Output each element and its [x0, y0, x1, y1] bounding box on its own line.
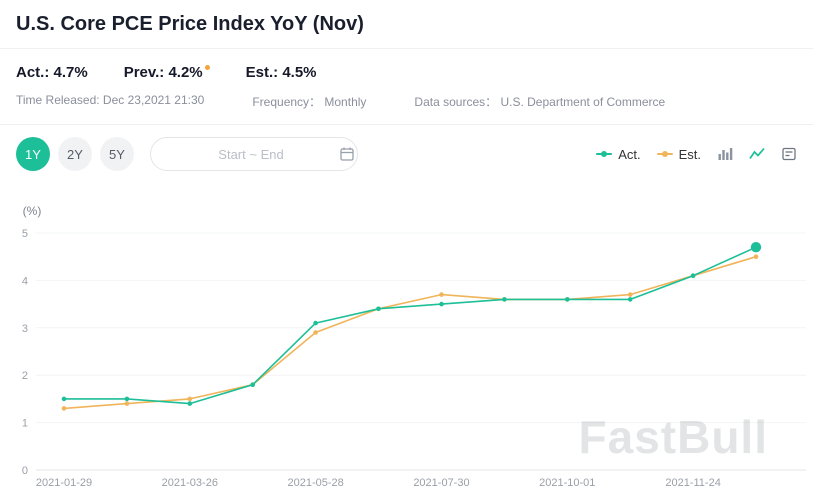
date-range-input[interactable] — [163, 146, 339, 162]
svg-text:2: 2 — [22, 370, 28, 382]
legend-marker-est — [656, 151, 673, 157]
meta-row: Time Released: Dec 23,2021 21:30 Frequen… — [0, 86, 813, 125]
line-chart-icon[interactable] — [749, 146, 765, 162]
calendar-icon[interactable] — [339, 146, 355, 162]
svg-text:2021-07-30: 2021-07-30 — [413, 477, 469, 489]
legend-marker-act — [596, 151, 613, 157]
legend-label-est: Est. — [678, 146, 701, 162]
time-released: Time Released: Dec 23,2021 21:30 — [16, 93, 205, 107]
frequency-value: Monthly — [324, 95, 367, 109]
stat-previous-text: Prev.: 4.2% — [123, 64, 203, 81]
data-sources-label: Data sources： — [414, 95, 498, 109]
title-bar: U.S. Core PCE Price Index YoY (Nov) — [0, 0, 813, 49]
chart-toolbar: 1Y 2Y 5Y Act. Est. — [0, 125, 813, 183]
revision-dot — [204, 65, 210, 70]
svg-text:1: 1 — [22, 418, 28, 430]
data-sources: Data sources： U.S. Department of Commerc… — [414, 93, 665, 110]
svg-text:4: 4 — [22, 275, 28, 287]
svg-text:5: 5 — [22, 228, 28, 240]
svg-text:2021-05-28: 2021-05-28 — [287, 477, 343, 489]
stats-row: Act.: 4.7% Prev.: 4.2% Est.: 4.5% — [0, 49, 813, 86]
range-button-2y[interactable]: 2Y — [58, 137, 92, 171]
svg-text:2021-10-01: 2021-10-01 — [539, 477, 595, 489]
date-range-picker[interactable] — [150, 137, 358, 171]
svg-text:2021-11-24: 2021-11-24 — [665, 477, 720, 489]
range-button-5y[interactable]: 5Y — [100, 137, 134, 171]
page-title: U.S. Core PCE Price Index YoY (Nov) — [16, 13, 364, 35]
svg-text:0: 0 — [22, 465, 28, 477]
svg-text:2021-01-29: 2021-01-29 — [36, 477, 92, 489]
bar-chart-icon[interactable] — [717, 146, 733, 162]
chart-canvas: 0 1 2 3 4 5 (%) 2021-01-29 2021-03-26 2021-05-28 2… — [22, 204, 806, 489]
stat-estimate: Est.: 4.5% — [245, 64, 317, 81]
frequency: Frequency： Monthly — [252, 93, 366, 110]
range-button-1y[interactable]: 1Y — [16, 137, 50, 171]
toolbar-right: Act. Est. — [596, 146, 797, 162]
legend-label-act: Act. — [618, 146, 641, 162]
legend-item-act[interactable]: Act. — [596, 146, 641, 162]
svg-text:(%): (%) — [23, 204, 42, 218]
data-sources-value: U.S. Department of Commerce — [500, 95, 666, 109]
stat-previous: Prev.: 4.2% — [124, 64, 210, 81]
svg-text:3: 3 — [22, 323, 28, 335]
stat-actual: Act.: 4.7% — [16, 64, 88, 81]
chart-area[interactable]: 0 1 2 3 4 5 (%) 2021-01-29 2021-03-26 2021-05-28 2… — [0, 183, 813, 495]
legend-item-est[interactable]: Est. — [656, 146, 701, 162]
svg-text:2021-03-26: 2021-03-26 — [162, 477, 218, 489]
frequency-label: Frequency： — [252, 95, 322, 109]
data-table-icon[interactable] — [781, 146, 797, 162]
